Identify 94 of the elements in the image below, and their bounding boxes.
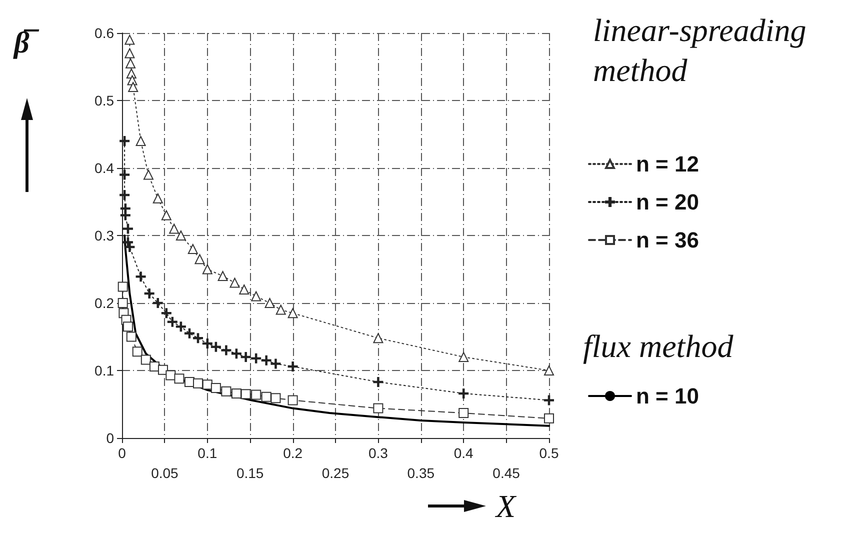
point: [118, 298, 128, 308]
point: [176, 322, 186, 332]
text: linear-spreading method: [593, 12, 814, 88]
x-axis-title: X: [494, 488, 517, 524]
x-tick-label: 0.2: [283, 445, 303, 461]
point: [118, 282, 128, 292]
point: [120, 190, 130, 200]
point: [240, 352, 251, 362]
x2-tick-label: 0.15: [236, 465, 264, 481]
legend-label: n = 10: [636, 384, 699, 408]
point: [167, 316, 178, 327]
point: [193, 333, 204, 344]
point: [458, 352, 469, 362]
point: [184, 328, 194, 338]
point: [261, 355, 272, 366]
point: [458, 388, 469, 398]
point: [193, 378, 204, 388]
y-tick-label: 0.4: [94, 160, 114, 176]
point: [288, 361, 298, 372]
point: [166, 370, 176, 380]
point: [120, 136, 130, 146]
point: [124, 48, 135, 58]
point: [270, 393, 281, 404]
point: [458, 408, 469, 418]
legend-label: n = 20: [636, 190, 699, 214]
point: [221, 345, 232, 356]
point: [544, 413, 554, 424]
point: [143, 170, 154, 180]
point: [126, 58, 136, 68]
point: [221, 386, 232, 396]
y-tick-label: 0.1: [94, 362, 114, 378]
y-tick-label: 0.2: [94, 295, 114, 311]
point: [270, 358, 281, 369]
x2-tick-label: 0.35: [407, 465, 435, 481]
point: [202, 380, 212, 390]
point: [231, 388, 242, 398]
point: [188, 244, 198, 254]
text: flux method: [583, 328, 734, 364]
y-tick-label: 0: [106, 430, 114, 446]
point: [261, 392, 272, 402]
point: [288, 308, 298, 318]
point: [122, 322, 133, 332]
point: [149, 361, 160, 372]
point: [276, 304, 286, 315]
x2-tick-label: 0.05: [151, 465, 179, 481]
point: [194, 254, 205, 264]
point: [169, 224, 180, 234]
point: [124, 242, 135, 252]
point: [124, 34, 135, 45]
point: [140, 354, 151, 365]
point: [122, 224, 133, 234]
point: [120, 170, 130, 180]
point: [120, 210, 130, 220]
point: [544, 395, 554, 406]
y-tick-label: 0.5: [94, 92, 114, 108]
point: [210, 383, 221, 394]
point: [161, 210, 172, 220]
point: [161, 308, 172, 318]
point: [152, 298, 163, 308]
point: [251, 291, 262, 302]
point: [251, 390, 262, 400]
x-tick-label: 0.5: [539, 445, 559, 461]
x2-tick-label: 0.45: [492, 465, 520, 481]
point: [174, 374, 184, 384]
point: [202, 264, 212, 274]
point: [373, 403, 384, 414]
x-tick-label: 0.1: [198, 445, 218, 461]
point: [136, 136, 146, 146]
x-tick-label: 0.3: [368, 445, 388, 461]
legend-label: n = 12: [636, 152, 699, 176]
point: [126, 332, 136, 342]
point: [240, 389, 251, 400]
x2-tick-label: 0.25: [322, 465, 350, 481]
line-series: [124, 234, 550, 427]
y-tick-label: 0.6: [94, 25, 114, 41]
point: [136, 272, 146, 282]
x-tick-label: 0: [118, 445, 126, 461]
point: [231, 348, 242, 359]
point: [251, 353, 262, 364]
point: [202, 338, 212, 348]
point: [132, 346, 142, 357]
legend-label: n = 36: [636, 228, 699, 252]
point: [152, 193, 163, 204]
point: [176, 230, 186, 240]
point: [288, 395, 298, 406]
y-axis-title: β̅: [13, 26, 40, 60]
point: [230, 278, 240, 288]
x-tick-label: 0.4: [454, 445, 474, 461]
point: [373, 333, 384, 344]
point: [373, 376, 384, 387]
point: [144, 288, 154, 299]
y-tick-label: 0.3: [94, 228, 114, 244]
point: [128, 82, 138, 92]
point: [210, 342, 221, 352]
